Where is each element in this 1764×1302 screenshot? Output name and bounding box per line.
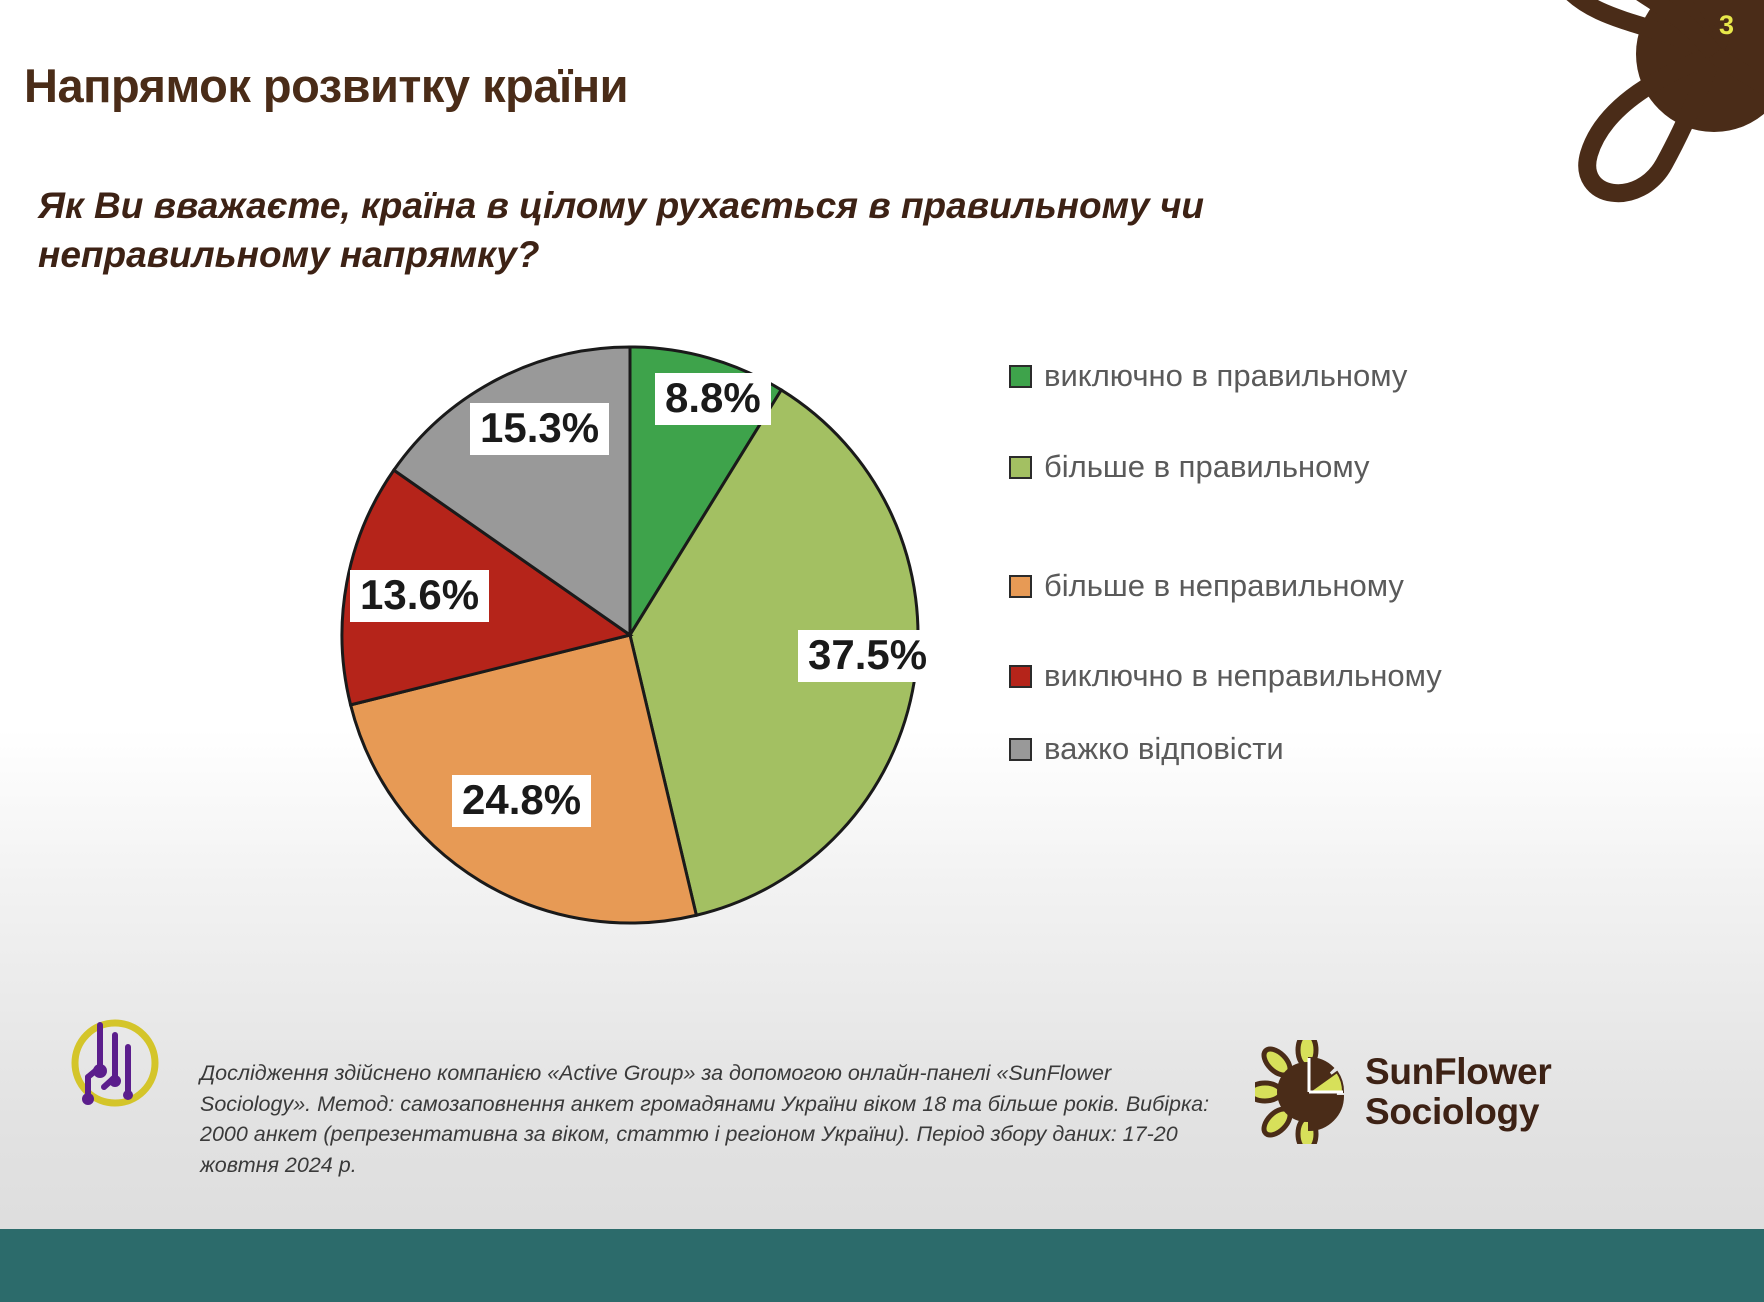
slide-number: 3	[1718, 10, 1734, 40]
legend-label-4: важко відповісти	[1044, 731, 1284, 767]
brand-line-2: Sociology	[1365, 1091, 1540, 1132]
legend-swatch-icon-3	[1009, 665, 1032, 689]
page-title: Напрямок розвитку країни	[24, 59, 628, 112]
legend-label-2: більше в неправильному	[1044, 567, 1404, 603]
legend-swatch-icon-0	[1009, 365, 1032, 388]
legend-item-4[interactable]: важко відповісти	[1009, 728, 1529, 771]
legend-label-3: виключно в неправильному	[1044, 658, 1442, 694]
pie-label-2: 24.8%	[452, 775, 592, 827]
chart-legend: виключно в правильному більше в правильн…	[1009, 355, 1529, 801]
brand-line-1: SunFlower	[1365, 1051, 1552, 1093]
pie-chart: 8.8% 37.5% 24.8% 13.6% 15.3%	[330, 335, 938, 935]
legend-label-0: виключно в правильному	[1044, 358, 1408, 393]
legend-swatch-icon-1	[1009, 455, 1032, 479]
legend-item-3[interactable]: виключно в неправильному	[1009, 655, 1529, 698]
sunflower-sociology-logo: SunFlower Sociology	[1255, 1040, 1552, 1144]
pie-label-4: 15.3%	[470, 403, 610, 455]
sunflower-decoration-icon	[1566, 0, 1764, 203]
bottom-accent-bar	[0, 1229, 1764, 1302]
legend-swatch-icon-4	[1009, 738, 1032, 762]
legend-label-1: більше в правильному	[1044, 448, 1370, 484]
active-group-logo-icon	[71, 1019, 159, 1107]
legend-item-0[interactable]: виключно в правильному	[1009, 355, 1529, 398]
legend-swatch-icon-2	[1009, 574, 1032, 598]
legend-item-1[interactable]: більше в правильному	[1009, 446, 1529, 489]
sunflower-logo-icon	[1255, 1040, 1345, 1144]
footer-methodology-note: Дослідження здійснено компанією «Active …	[200, 1061, 1210, 1177]
pie-label-1: 37.5%	[798, 630, 938, 682]
pie-label-3: 13.6%	[350, 570, 490, 622]
sunflower-brand-text: SunFlower Sociology	[1365, 1051, 1552, 1132]
pie-label-0: 8.8%	[655, 373, 771, 425]
question-text: Як Ви вважаєте, країна в цілому рухаєтьс…	[38, 185, 1205, 275]
legend-item-2[interactable]: більше в неправильному	[1009, 565, 1529, 608]
